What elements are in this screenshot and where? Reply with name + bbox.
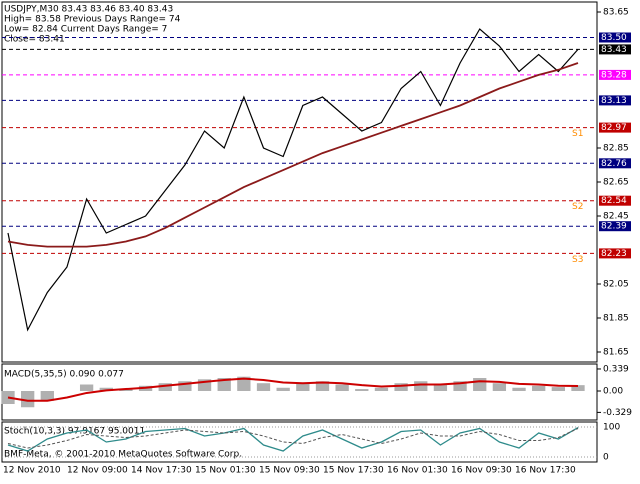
level-label: 83.13: [601, 96, 627, 106]
macd-bar: [355, 389, 369, 391]
header-line: High= 83.58 Previous Days Range= 74: [4, 15, 181, 25]
level-box: [599, 195, 631, 206]
y-tick-label: 82.65: [603, 178, 629, 188]
macd-bar: [394, 383, 408, 391]
macd-bar: [433, 384, 448, 391]
level-label: 83.28: [601, 70, 627, 80]
macd-bar: [296, 383, 310, 391]
macd-bar: [79, 384, 94, 391]
macd-bar: [40, 391, 54, 401]
macd-bar: [473, 378, 487, 391]
stoch-main: [7, 427, 579, 452]
x-tick-label: 16 Nov 09:30: [451, 466, 512, 476]
support-label: S2: [572, 202, 583, 212]
level-box: [599, 95, 631, 106]
header-line: Low= 82.84 Current Days Range= 7: [4, 25, 167, 35]
support-label: S1: [572, 129, 583, 139]
macd-bar: [197, 379, 212, 391]
x-tick-label: 14 Nov 17:30: [131, 466, 192, 476]
x-tick-label: 16 Nov 17:30: [515, 466, 576, 476]
macd-bar: [276, 387, 290, 391]
level-box: [599, 158, 631, 169]
macd-bar: [178, 381, 192, 391]
x-tick-label: 15 Nov 01:30: [195, 466, 256, 476]
support-label: S3: [572, 255, 583, 265]
y-tick-label: 81.85: [603, 314, 629, 324]
macd-bar: [551, 387, 565, 391]
macd-signal: [7, 377, 579, 402]
macd-tick-label: -0.329: [603, 408, 632, 418]
level-box: [599, 69, 631, 80]
macd-bar: [335, 384, 349, 391]
macd-title: MACD(5,35,5) 0.090 0.077: [4, 370, 124, 380]
level-label: 82.97: [601, 123, 627, 133]
header-line: Close= 83.41: [4, 35, 65, 45]
level-label: 82.23: [601, 249, 627, 259]
macd-tick-label: 0.00: [603, 387, 623, 397]
macd-bar: [414, 381, 428, 391]
level-box: [599, 248, 631, 259]
macd-bar: [571, 385, 585, 391]
macd-bar: [237, 376, 251, 391]
macd-tick-label: 0.339: [603, 364, 629, 374]
level-label: 83.43: [601, 45, 627, 55]
x-tick-label: 12 Nov 09:00: [67, 466, 128, 476]
macd-bar: [492, 383, 507, 391]
stoch-pane: [1, 421, 598, 463]
y-tick-label: 82.45: [603, 212, 629, 222]
x-tick-label: 16 Nov 01:30: [387, 466, 448, 476]
level-label: 83.50: [601, 33, 627, 43]
price-line: [7, 62, 579, 248]
level-box: [599, 32, 631, 43]
macd-bar: [453, 381, 467, 391]
macd-bar: [532, 385, 546, 391]
level-label: 82.39: [601, 222, 627, 232]
level-box: [599, 44, 631, 55]
level-box: [599, 221, 631, 232]
y-tick-label: 82.85: [603, 144, 629, 154]
x-tick-label: 15 Nov 09:30: [259, 466, 320, 476]
y-tick-label: 82.05: [603, 280, 629, 290]
stoch-tick-label: 0: [603, 453, 609, 463]
price-line: [7, 28, 579, 332]
header-line: USDJPY,M30 83.43 83.46 83.40 83.43: [4, 5, 173, 15]
y-tick-label: 83.65: [603, 8, 629, 18]
x-tick-label: 15 Nov 17:30: [323, 466, 384, 476]
level-label: 82.76: [601, 159, 627, 169]
copyright: BMF-Meta, © 2001-2010 MetaQuotes Softwar…: [4, 450, 242, 460]
macd-bar: [158, 383, 172, 391]
macd-bar: [512, 387, 526, 391]
level-box: [599, 122, 631, 133]
macd-bar: [374, 387, 389, 391]
stoch-tick-label: 100: [603, 423, 620, 433]
y-tick-label: 81.65: [603, 348, 629, 358]
stoch-signal: [7, 428, 579, 449]
x-tick-label: 12 Nov 2010: [3, 466, 61, 476]
level-label: 82.54: [601, 196, 627, 206]
macd-bar: [21, 391, 35, 408]
macd-bar: [315, 381, 330, 391]
macd-bar: [256, 383, 271, 391]
